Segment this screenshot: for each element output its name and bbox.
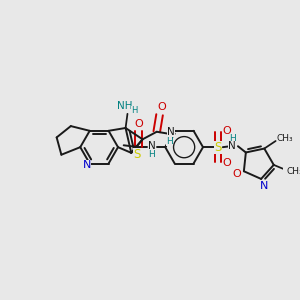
Text: S: S bbox=[214, 141, 222, 154]
Text: CH₃: CH₃ bbox=[277, 134, 293, 143]
Text: H: H bbox=[131, 106, 137, 116]
Text: CH₃: CH₃ bbox=[286, 167, 300, 176]
Text: N: N bbox=[260, 182, 268, 191]
Text: H: H bbox=[229, 134, 236, 143]
Text: S: S bbox=[133, 148, 141, 161]
Text: NH: NH bbox=[117, 101, 132, 111]
Text: O: O bbox=[222, 158, 231, 168]
Text: H: H bbox=[148, 150, 154, 159]
Text: O: O bbox=[134, 118, 143, 129]
Text: H: H bbox=[166, 137, 172, 146]
Text: O: O bbox=[222, 126, 231, 136]
Text: N: N bbox=[148, 141, 156, 151]
Text: N: N bbox=[167, 127, 175, 137]
Text: N: N bbox=[228, 141, 236, 151]
Text: N: N bbox=[83, 160, 91, 170]
Text: O: O bbox=[232, 169, 241, 179]
Text: O: O bbox=[157, 102, 166, 112]
